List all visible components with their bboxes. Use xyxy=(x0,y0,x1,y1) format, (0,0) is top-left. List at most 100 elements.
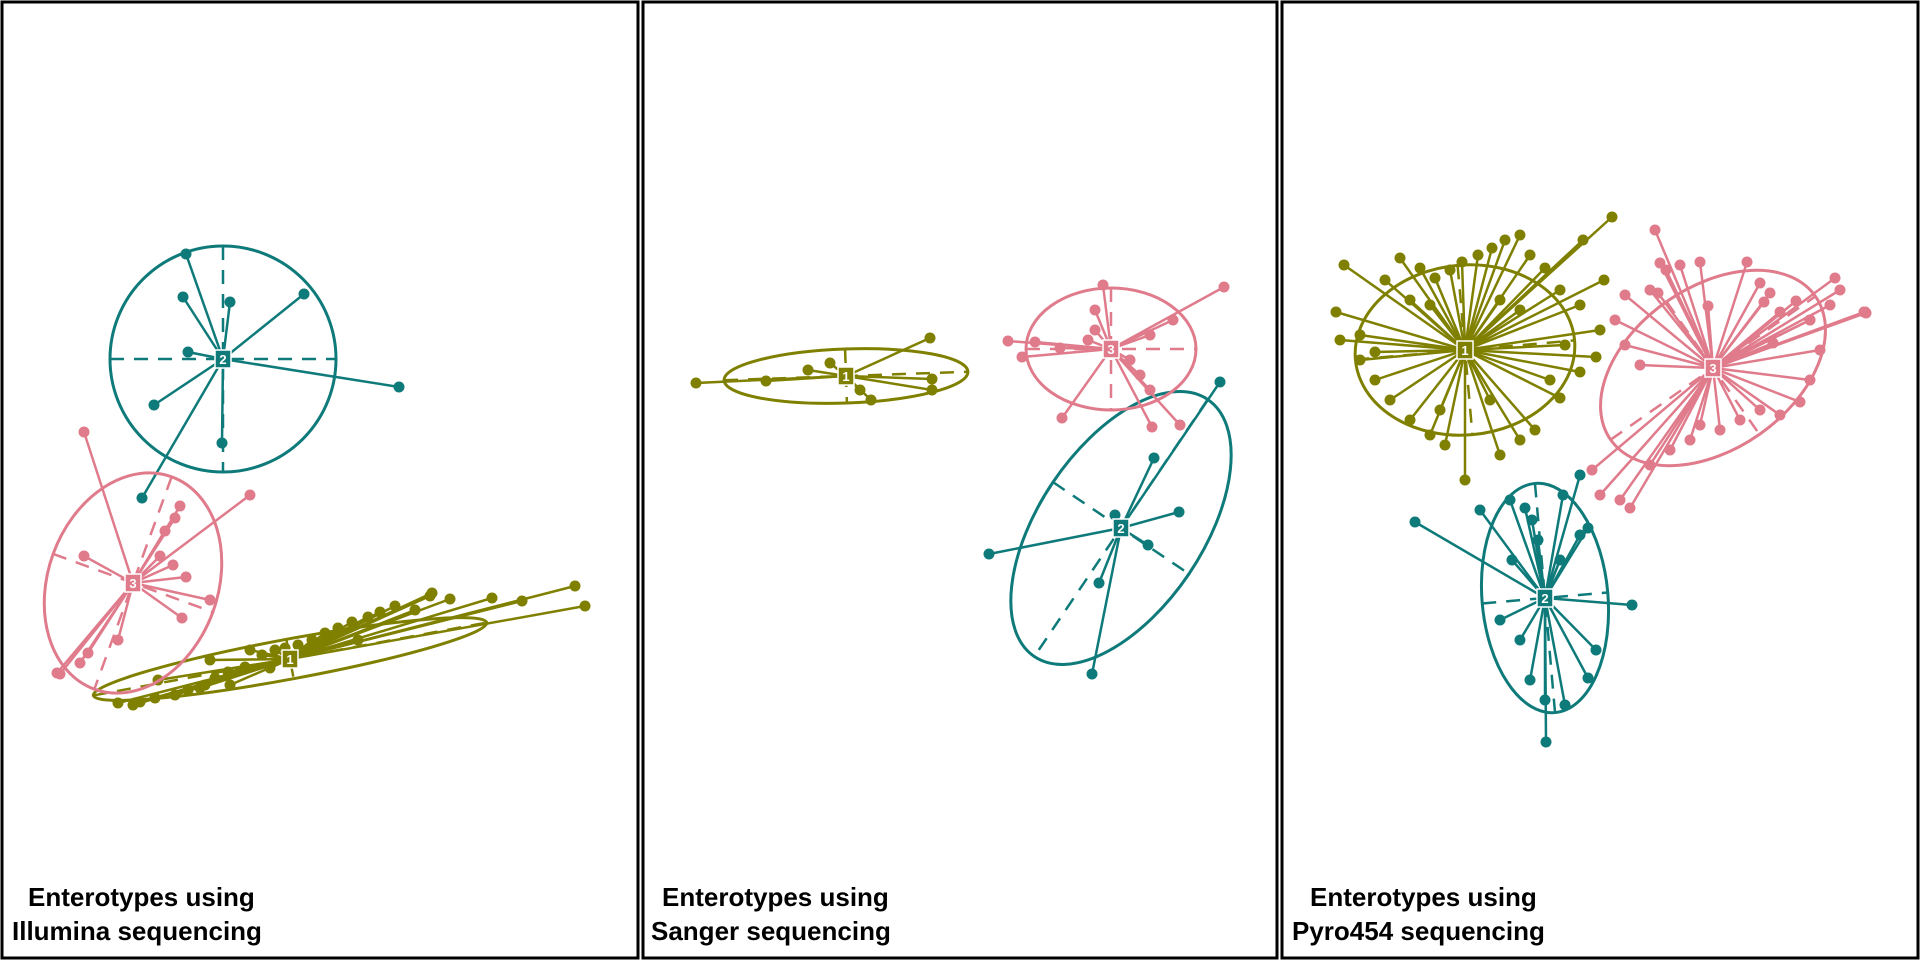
centroid-marker xyxy=(1704,358,1722,378)
sample-spoke xyxy=(1464,349,1536,431)
sample-point xyxy=(1456,256,1468,268)
sample-point xyxy=(1609,314,1621,326)
sample-point xyxy=(865,394,877,406)
sample-spoke xyxy=(1448,269,1467,351)
sample-point xyxy=(1829,272,1841,284)
centroid-label: 1 xyxy=(1461,343,1468,358)
sample-spoke xyxy=(209,657,291,662)
sample-point xyxy=(1424,299,1436,311)
sample-spoke xyxy=(1712,366,1811,382)
sample-spoke xyxy=(1464,303,1581,352)
centroid-marker xyxy=(281,649,299,669)
sample-spoke xyxy=(289,604,586,661)
sample-point xyxy=(926,373,938,385)
sample-point xyxy=(78,426,90,438)
panel-caption-line1: Enterotypes using xyxy=(1310,882,1537,912)
sample-point xyxy=(1594,324,1606,336)
sample-point xyxy=(1173,506,1185,518)
sample-point xyxy=(167,559,179,571)
sample-point xyxy=(1582,672,1594,684)
sample-point xyxy=(176,612,188,624)
sample-point xyxy=(1529,424,1541,436)
sample-spoke xyxy=(1591,367,1714,471)
sample-spoke xyxy=(1433,277,1467,351)
sample-spoke xyxy=(1464,308,1521,352)
cluster-2: 2 xyxy=(108,244,405,504)
sample-point xyxy=(1089,324,1101,336)
sample-spoke xyxy=(1409,349,1466,421)
sample-spoke xyxy=(1624,294,1714,369)
sample-point xyxy=(180,571,192,583)
centroid-label: 3 xyxy=(1107,342,1114,357)
sample-spoke xyxy=(1463,349,1522,441)
sample-point xyxy=(169,689,181,701)
sample-spoke xyxy=(1712,301,1765,369)
sample-spoke xyxy=(1543,597,1567,706)
sample-point xyxy=(244,489,256,501)
sample-point xyxy=(1424,429,1436,441)
sample-spoke xyxy=(765,374,847,383)
sample-point xyxy=(112,697,124,709)
centroid-marker xyxy=(1102,339,1120,359)
cluster-3: 3 xyxy=(1002,279,1230,433)
sample-point xyxy=(1684,434,1696,446)
sample-point xyxy=(136,492,148,504)
sample-point xyxy=(1146,421,1158,433)
sample-spoke xyxy=(1374,348,1466,354)
sample-point xyxy=(1557,489,1569,501)
panel-caption-line1: Enterotypes using xyxy=(28,882,255,912)
sample-spoke xyxy=(82,431,135,584)
sample-spoke xyxy=(1110,285,1225,351)
sample-point xyxy=(1694,419,1706,431)
sample-spoke xyxy=(132,494,251,584)
sample-spoke xyxy=(1599,367,1714,496)
sample-spoke xyxy=(289,597,451,661)
sample-point xyxy=(1494,449,1506,461)
sample-point xyxy=(298,288,310,300)
sample-spoke xyxy=(1658,262,1715,369)
sample-spoke xyxy=(1463,247,1494,351)
sample-point xyxy=(1124,354,1136,366)
sample-point xyxy=(426,587,438,599)
sample-point xyxy=(148,399,160,411)
panel-caption-line2: Sanger sequencing xyxy=(651,916,891,946)
sample-spoke xyxy=(1543,597,1590,679)
sample-point xyxy=(1649,224,1661,236)
panel-caption-line2: Illumina sequencing xyxy=(12,916,262,946)
sample-point xyxy=(1474,504,1486,516)
sample-point xyxy=(1494,294,1506,306)
sample-spoke xyxy=(1653,229,1715,369)
sample-point xyxy=(1674,259,1686,271)
panel-frame-illumina xyxy=(0,0,640,960)
sample-point xyxy=(204,594,216,606)
sample-point xyxy=(444,593,456,605)
sample-point xyxy=(1590,644,1602,656)
sample-point xyxy=(569,580,581,592)
sample-point xyxy=(204,654,216,666)
sample-point xyxy=(1767,337,1779,349)
sample-spoke xyxy=(1464,343,1566,352)
sample-spoke xyxy=(1109,348,1154,428)
sample-spoke xyxy=(132,575,187,585)
sample-point xyxy=(1142,539,1154,551)
sample-point xyxy=(346,616,358,628)
sample-point xyxy=(1834,284,1846,296)
sample-point xyxy=(824,357,836,369)
sample-point xyxy=(1554,284,1566,296)
sample-spoke xyxy=(988,526,1122,556)
sample-spoke xyxy=(1463,239,1507,351)
sample-point xyxy=(1054,342,1066,354)
sample-spoke xyxy=(1712,366,1781,417)
sample-point xyxy=(1859,306,1871,318)
cluster-1: 1 xyxy=(91,580,591,711)
sample-point xyxy=(1330,306,1342,318)
centroid-label: 2 xyxy=(1541,591,1548,606)
sample-point xyxy=(1354,329,1366,341)
sample-spoke xyxy=(1464,239,1584,351)
sample-point xyxy=(393,381,405,393)
sample-point xyxy=(983,548,995,560)
sample-point xyxy=(292,639,304,651)
sample-point xyxy=(269,644,281,656)
sample-spoke xyxy=(1464,278,1605,352)
panel-sanger: 1 2 3 Enterotypes using Sanger sequencing xyxy=(641,0,1279,960)
